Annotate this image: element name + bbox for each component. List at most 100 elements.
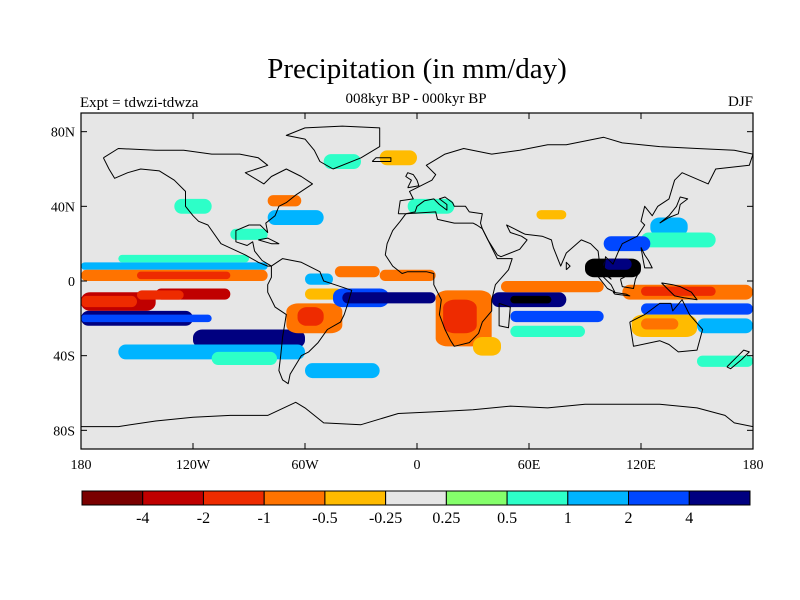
- anomaly-region-2: [81, 295, 137, 308]
- anomaly-region-7: [118, 344, 305, 360]
- coastline-great-britain: [405, 172, 420, 189]
- anomaly-region-9: [81, 262, 268, 270]
- anomaly-region-49: [678, 176, 753, 196]
- coastline-java: [612, 291, 631, 297]
- colorbar-label-4: -0.25: [369, 510, 402, 527]
- coastline-antarctica: [81, 401, 753, 428]
- colorbar-label-2: -1: [258, 510, 271, 527]
- colorbar-label-1: -2: [197, 510, 210, 527]
- anomaly-region-12: [137, 271, 231, 280]
- anomaly-region-16: [334, 266, 380, 278]
- anomaly-region-33: [641, 303, 753, 315]
- colorbar-label-8: 2: [625, 510, 633, 527]
- y-tick-label-3: 40S: [53, 350, 75, 365]
- colorbar-label-0: -4: [136, 510, 149, 527]
- anomaly-region-34: [697, 318, 753, 334]
- anomaly-fields: [81, 139, 753, 393]
- colorbar-box-6: [445, 490, 508, 506]
- anomaly-region-52: [407, 198, 455, 214]
- colorbar-label-6: 0.5: [497, 510, 517, 527]
- anomaly-region-20: [379, 269, 436, 281]
- anomaly-region-44: [267, 210, 324, 225]
- x-tick-label-3: 0: [414, 458, 421, 473]
- anomaly-region-58: [417, 363, 473, 375]
- anomaly-region-53: [454, 195, 492, 207]
- anomaly-region-50: [174, 198, 212, 214]
- anomaly-region-45: [342, 139, 455, 158]
- period-subtitle: 008kyr BP - 000kyr BP: [345, 91, 487, 107]
- colorbar-label-9: 4: [685, 510, 693, 527]
- coastline-philippines: [640, 247, 653, 269]
- coastline-north-america: [102, 148, 313, 267]
- coastline-borneo: [620, 267, 640, 289]
- anomaly-region-56: [137, 370, 212, 379]
- anomaly-region-22: [443, 299, 477, 334]
- coastline-greenland: [285, 125, 381, 170]
- anomaly-region-43: [267, 195, 302, 207]
- x-tick-label-0: 180: [71, 458, 92, 473]
- coastline-sumatra: [593, 271, 616, 293]
- map-axes: 180 120W 60W 0 60E 120E 180 80N 40N 0 40S 80S: [51, 113, 764, 473]
- x-tick-label-1: 120W: [176, 458, 211, 473]
- season-label: DJF: [727, 94, 753, 110]
- anomaly-region-51: [81, 183, 137, 199]
- coastline-africa: [384, 211, 513, 347]
- anomaly-region-54: [230, 228, 268, 240]
- coastline-iceland: [371, 157, 392, 162]
- colorbar-box-2: [202, 490, 265, 506]
- coastline-new-zealand: [726, 349, 750, 370]
- coastline-australia: [629, 299, 704, 353]
- y-tick-label-1: 40N: [51, 200, 75, 215]
- colorbar-box-3: [263, 490, 326, 506]
- colorbar-box-10: [688, 490, 751, 506]
- colorbar-box-4: [324, 490, 387, 506]
- anomaly-region-26: [510, 310, 604, 323]
- anomaly-region-30: [641, 286, 716, 296]
- anomaly-region-32: [603, 258, 632, 270]
- anomaly-region-39: [603, 236, 651, 252]
- anomaly-region-38: [641, 232, 716, 248]
- coastline-cuba: [258, 237, 280, 245]
- coastline-madagascar: [498, 302, 511, 329]
- coastlines: [81, 125, 753, 428]
- y-tick-label-4: 80S: [53, 424, 75, 439]
- x-tick-label-4: 60E: [518, 458, 541, 473]
- anomaly-region-18: [342, 292, 436, 304]
- anomaly-region-8: [211, 351, 277, 365]
- anomaly-region-3: [137, 290, 184, 300]
- colorbar-box-0: [81, 490, 144, 506]
- coastline-europe-asia: [397, 136, 753, 280]
- anomaly-region-10: [118, 254, 249, 263]
- colorbar-box-8: [567, 490, 630, 506]
- anomaly-region-55: [305, 363, 380, 379]
- colorbar: -4 -2 -1 -0.5 -0.25 0.25 0.5 1 2 4: [81, 490, 751, 527]
- anomaly-region-47: [323, 154, 361, 169]
- anomaly-region-59: [715, 383, 753, 393]
- colorbar-label-7: 1: [564, 510, 572, 527]
- colorbar-label-5: 0.25: [432, 510, 460, 527]
- x-tick-label-6: 180: [743, 458, 764, 473]
- colorbar-label-3: -0.5: [312, 510, 337, 527]
- anomaly-region-6: [81, 314, 212, 323]
- anomaly-region-23: [473, 337, 501, 356]
- experiment-label: Expt = tdwzi-tdwza: [80, 95, 199, 111]
- y-tick-label-0: 80N: [51, 126, 75, 141]
- colorbar-box-5: [385, 490, 447, 506]
- colorbar-box-1: [142, 490, 204, 506]
- anomaly-region-14: [297, 307, 324, 326]
- colorbar-box-9: [628, 490, 690, 506]
- coastline-south-america: [267, 258, 353, 385]
- anomaly-region-36: [641, 318, 679, 330]
- anomaly-region-57: [697, 355, 753, 367]
- coastline-new-guinea: [661, 282, 698, 301]
- anomaly-region-37: [650, 217, 688, 237]
- anomaly-region-41: [536, 210, 567, 220]
- x-tick-label-5: 120E: [626, 458, 656, 473]
- x-tick-label-2: 60W: [291, 458, 319, 473]
- anomaly-region-48: [603, 150, 753, 169]
- coastline-sri-lanka: [565, 261, 571, 271]
- anomaly-region-28: [501, 281, 604, 293]
- y-tick-label-2: 0: [68, 275, 75, 290]
- anomaly-region-27: [510, 325, 585, 337]
